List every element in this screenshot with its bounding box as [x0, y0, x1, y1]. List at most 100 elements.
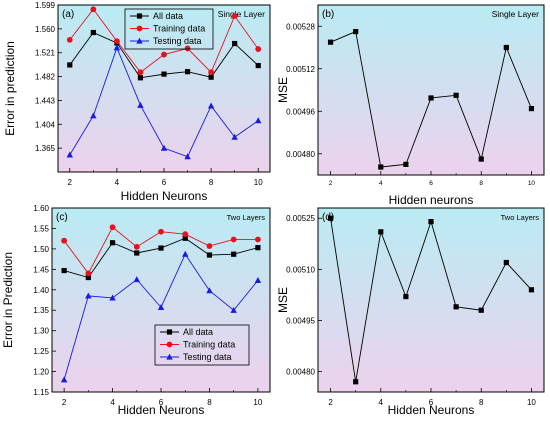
- data-point: [206, 243, 213, 249]
- series-0: [327, 28, 535, 170]
- data-point: [90, 112, 97, 119]
- data-point: [207, 102, 215, 109]
- data-point: [478, 156, 484, 162]
- x-axis-label: Hidden Neurons: [121, 189, 208, 203]
- x-tick-label: 4: [110, 398, 115, 407]
- legend-swatch-marker: [166, 329, 173, 335]
- data-point: [403, 161, 409, 167]
- y-tick-label: 1.20: [33, 368, 49, 377]
- legend-swatch-marker: [166, 341, 173, 348]
- data-point: [208, 74, 214, 80]
- plot-area: [317, 207, 545, 393]
- data-point: [184, 45, 191, 52]
- x-tick-label: 10: [254, 178, 263, 187]
- data-point: [208, 69, 215, 76]
- x-tick-label: 2: [68, 178, 73, 187]
- data-point: [528, 287, 535, 293]
- data-point: [158, 228, 164, 235]
- x-axis-label: Hidden Neurons: [118, 403, 205, 417]
- data-point: [113, 38, 120, 44]
- legend-box: [124, 8, 214, 50]
- legend-box: [154, 324, 250, 366]
- panel-label: (b): [322, 9, 334, 20]
- panel-label: (c): [56, 212, 68, 223]
- data-point: [255, 245, 261, 251]
- data-point: [66, 151, 73, 158]
- panel-c: 2 4 6 8 10 1.15 1.20 1.25 1.30 1.35 1.40 1.45 1.50 1.…: [1, 204, 271, 417]
- data-point: [453, 304, 459, 310]
- data-point: [137, 69, 144, 76]
- x-tick-label: 2: [329, 180, 333, 187]
- data-point: [353, 28, 359, 35]
- corner-label: Single Layer: [218, 9, 265, 19]
- legend: All data Training data Testing data: [124, 8, 214, 50]
- data-point: [403, 293, 409, 300]
- series-2: [60, 250, 262, 383]
- panel-b: 2 4 6 8 10 0.00480 0.00496 0.00512 0.00528 Hidden…: [276, 4, 545, 207]
- y-axis-label: Error in Prediction: [1, 252, 15, 348]
- x-tick-label: 8: [209, 178, 214, 187]
- data-point: [133, 276, 140, 283]
- data-point: [231, 251, 237, 257]
- data-point: [160, 144, 168, 151]
- y-tick-label: 1.30: [33, 327, 49, 336]
- plot-area: [317, 4, 545, 176]
- y-tick-label: 1.35: [33, 306, 49, 315]
- y-axis-label: MSE: [276, 77, 290, 103]
- y-tick-label: 0.00495: [286, 316, 315, 325]
- series-0: [327, 215, 535, 385]
- series-1: [61, 224, 261, 277]
- data-point: [182, 231, 189, 238]
- data-point: [61, 237, 68, 244]
- data-point: [109, 294, 116, 301]
- x-tick-label: 8: [479, 180, 483, 187]
- y-tick-label: 0.00528: [286, 22, 315, 31]
- y-tick-label: 1.443: [35, 96, 56, 105]
- legend-label: Testing data: [153, 36, 202, 46]
- data-point: [60, 376, 68, 383]
- data-point: [503, 259, 509, 266]
- x-tick-label: 6: [162, 178, 167, 187]
- series-0: [61, 235, 261, 281]
- x-tick-label: 6: [429, 398, 434, 407]
- y-tick-label: 0.00525: [286, 214, 315, 223]
- y-tick-label: 1.60: [33, 204, 49, 213]
- data-point: [85, 292, 92, 299]
- data-point: [109, 240, 116, 246]
- y-tick-label: 1.25: [33, 347, 49, 356]
- data-point: [90, 29, 96, 36]
- data-point: [254, 236, 261, 243]
- data-point: [378, 229, 384, 235]
- y-tick-label: 1.521: [35, 49, 56, 58]
- data-point: [137, 75, 144, 81]
- y-tick-label: 1.15: [33, 388, 49, 397]
- data-point: [113, 44, 121, 51]
- corner-label: Two Layers: [227, 213, 266, 222]
- x-axis-label: Hidden Neurons: [388, 403, 475, 417]
- y-tick-label: 0.00480: [286, 150, 315, 159]
- data-point: [67, 62, 73, 68]
- data-point: [353, 379, 359, 385]
- data-point: [61, 267, 67, 274]
- corner-label: Single Layer: [492, 9, 539, 19]
- y-axis-label: Error in prediction: [3, 41, 17, 136]
- data-point: [453, 92, 459, 98]
- legend-swatch-marker: [136, 25, 143, 32]
- legend-swatch-marker: [136, 37, 143, 44]
- plot-area: [51, 207, 271, 393]
- legend: All data Training data Testing data: [154, 324, 250, 366]
- x-axis-label: Hidden neurons: [389, 193, 474, 207]
- y-tick-label: 0.00480: [286, 368, 315, 377]
- x-tick-label: 6: [159, 398, 164, 407]
- data-point: [232, 40, 238, 47]
- legend-swatch-marker: [136, 13, 143, 19]
- y-tick-label: 1.50: [33, 245, 49, 254]
- panel-d: 2 4 6 8 10 0.00480 0.00495 0.00510 0.00525 Hidden…: [276, 207, 545, 417]
- x-tick-label: 10: [527, 398, 536, 407]
- y-tick-label: 1.40: [33, 286, 49, 295]
- y-tick-label: 1.599: [35, 1, 56, 10]
- data-point: [133, 243, 140, 250]
- corner-label: Two Layers: [501, 213, 540, 222]
- x-tick-label: 2: [62, 398, 67, 407]
